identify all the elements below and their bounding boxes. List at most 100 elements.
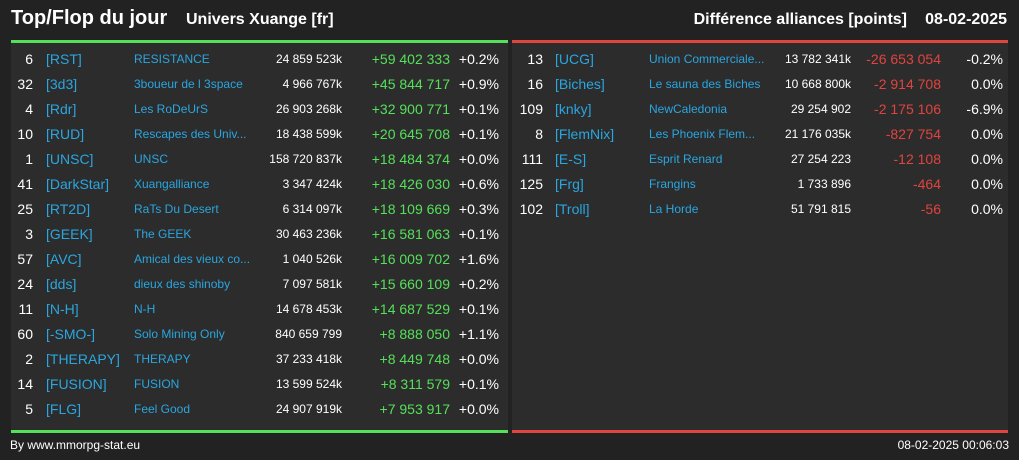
- alliance-name-link[interactable]: Amical des vieux co...: [134, 252, 251, 266]
- alliance-name-link[interactable]: Rescapes des Univ...: [134, 127, 247, 141]
- alliance-points: 6 314 097k: [282, 202, 342, 216]
- alliance-tag-link[interactable]: [FLG]: [46, 401, 82, 417]
- alliance-tag-link[interactable]: [RT2D]: [46, 201, 91, 217]
- points-difference: +18 484 374: [371, 151, 450, 167]
- alliance-tag-link[interactable]: [AVC]: [46, 251, 82, 267]
- alliance-points: 13 782 341k: [784, 52, 851, 66]
- alliance-rank: 5: [25, 401, 33, 417]
- percent-change: +0.1%: [458, 376, 499, 392]
- alliance-points: 24 859 523k: [275, 52, 342, 66]
- alliance-name-link[interactable]: Solo Mining Only: [134, 327, 225, 341]
- points-difference: +20 645 708: [371, 126, 450, 142]
- alliance-tag-link[interactable]: [Frg]: [555, 176, 584, 192]
- alliance-tag-link[interactable]: [RUD]: [46, 126, 85, 142]
- points-difference: +32 900 771: [371, 101, 450, 117]
- table-row: 111 [E-S] Esprit Renard 27 254 223 -12 108 0.…: [512, 147, 1008, 172]
- alliance-name-link[interactable]: La Horde: [649, 202, 699, 216]
- percent-change: 0.0%: [971, 151, 1003, 167]
- alliance-name-link[interactable]: 3boueur de l 3space: [134, 77, 243, 91]
- alliance-name-link[interactable]: The GEEK: [134, 227, 192, 241]
- alliance-tag-link[interactable]: [Troll]: [555, 201, 590, 217]
- alliance-name-link[interactable]: Le sauna des Biches: [649, 77, 761, 91]
- table-row: 102 [Troll] La Horde 51 791 815 -56 0.0%: [512, 197, 1008, 222]
- alliance-tag-link[interactable]: [-SMO-]: [46, 326, 95, 342]
- alliance-tag-link[interactable]: [GEEK]: [46, 226, 93, 242]
- percent-change: +1.1%: [458, 326, 499, 342]
- alliance-tag-link[interactable]: [RST]: [46, 51, 82, 67]
- alliance-tag-link[interactable]: [N-H]: [46, 301, 79, 317]
- points-difference: +45 844 717: [371, 76, 450, 92]
- alliance-tag-link[interactable]: [UCG]: [555, 51, 594, 67]
- alliance-name-link[interactable]: NewCaledonia: [649, 102, 728, 116]
- alliance-tag-link[interactable]: [3d3]: [46, 76, 78, 92]
- alliance-rank: 111: [521, 151, 543, 167]
- alliance-rank: 1: [25, 151, 33, 167]
- percent-change: +0.1%: [458, 301, 499, 317]
- alliance-name-link[interactable]: RESISTANCE: [134, 52, 210, 66]
- percent-change: +0.1%: [458, 101, 499, 117]
- points-difference: -464: [912, 176, 941, 192]
- alliance-tag-link[interactable]: [Rdr]: [46, 101, 77, 117]
- table-row: 41 [DarkStar] Xuangalliance 3 347 424k +18 4…: [11, 172, 508, 197]
- alliance-points: 4 966 767k: [282, 77, 342, 91]
- alliance-name-link[interactable]: THERAPY: [134, 352, 191, 366]
- points-difference: +8 449 748: [379, 351, 450, 367]
- alliance-rank: 13: [527, 51, 543, 67]
- alliance-points: 30 463 236k: [275, 227, 342, 241]
- page-title: Top/Flop du jour: [11, 7, 168, 29]
- alliance-rank: 4: [25, 101, 33, 117]
- points-difference: +15 660 109: [371, 276, 450, 292]
- alliance-name-link[interactable]: Xuangalliance: [134, 177, 210, 191]
- alliance-points: 21 176 035k: [784, 127, 851, 141]
- alliance-name-link[interactable]: Les RoDeUrS: [134, 102, 209, 116]
- top-divider-red: [512, 40, 1008, 43]
- table-row: 6 [RST] RESISTANCE 24 859 523k +59 402 333 +0…: [11, 47, 508, 72]
- alliance-name-link[interactable]: Union Commerciale...: [649, 52, 765, 66]
- points-difference: +7 953 917: [379, 401, 450, 417]
- alliance-name-link[interactable]: RaTs Du Desert: [134, 202, 219, 216]
- alliance-points: 29 254 902: [790, 102, 851, 116]
- alliance-name-link[interactable]: dieux des shinoby: [134, 277, 231, 291]
- alliance-tag-link[interactable]: [FlemNix]: [555, 126, 615, 142]
- alliance-name-link[interactable]: Esprit Renard: [649, 152, 723, 166]
- table-row: 25 [RT2D] RaTs Du Desert 6 314 097k +18 109 …: [11, 197, 508, 222]
- alliance-tag-link[interactable]: [DarkStar]: [46, 176, 110, 192]
- table-row: 60 [-SMO-] Solo Mining Only 840 659 799 +8 8…: [11, 322, 508, 347]
- alliance-tag-link[interactable]: [Biches]: [555, 76, 605, 92]
- percent-change: 0.0%: [971, 76, 1003, 92]
- alliance-tag-link[interactable]: [dds]: [46, 276, 77, 292]
- table-row: 14 [FUSION] FUSION 13 599 524k +8 311 579 +0.…: [11, 372, 508, 397]
- column-divider: [508, 40, 512, 433]
- alliance-points: 13 599 524k: [275, 377, 342, 391]
- footer-source: By www.mmorpg-stat.eu: [10, 438, 141, 452]
- alliance-points: 158 720 837k: [269, 152, 342, 166]
- alliance-tag-link[interactable]: [UNSC]: [46, 151, 94, 167]
- alliance-rank: 24: [17, 276, 33, 292]
- alliance-name-link[interactable]: N-H: [134, 302, 156, 316]
- alliance-rank: 11: [18, 301, 33, 317]
- table-row: 16 [Biches] Le sauna des Biches 10 668 800k…: [512, 72, 1008, 97]
- percent-change: +0.2%: [458, 276, 499, 292]
- alliance-name-link[interactable]: Frangins: [649, 177, 696, 191]
- alliance-name-link[interactable]: Feel Good: [134, 402, 191, 416]
- points-difference: +16 581 063: [371, 226, 450, 242]
- percent-change: +1.6%: [458, 251, 499, 267]
- alliance-name-link[interactable]: FUSION: [134, 377, 180, 391]
- alliance-rank: 3: [25, 226, 33, 242]
- alliance-name-link[interactable]: Les Phoenix Flem...: [649, 127, 756, 141]
- alliance-points: 24 907 919k: [275, 402, 342, 416]
- percent-change: 0.0%: [971, 201, 1003, 217]
- bottom-divider-green: [11, 430, 508, 433]
- alliance-tag-link[interactable]: [knky]: [555, 101, 592, 117]
- top-losers-panel: 13 [UCG] Union Commerciale... 13 782 341k -2…: [512, 43, 1008, 430]
- alliance-points: 10 668 800k: [784, 77, 851, 91]
- alliance-tag-link[interactable]: [FUSION]: [46, 376, 107, 392]
- alliance-name-link[interactable]: UNSC: [134, 152, 169, 166]
- table-row: 5 [FLG] Feel Good 24 907 919k +7 953 917 +0.0…: [11, 397, 508, 422]
- alliance-tag-link[interactable]: [E-S]: [555, 151, 587, 167]
- percent-change: +0.0%: [458, 401, 499, 417]
- points-difference: -2 175 106: [874, 101, 941, 117]
- percent-change: +0.0%: [458, 351, 499, 367]
- alliance-tag-link[interactable]: [THERAPY]: [46, 351, 120, 367]
- alliance-rank: 16: [527, 76, 543, 92]
